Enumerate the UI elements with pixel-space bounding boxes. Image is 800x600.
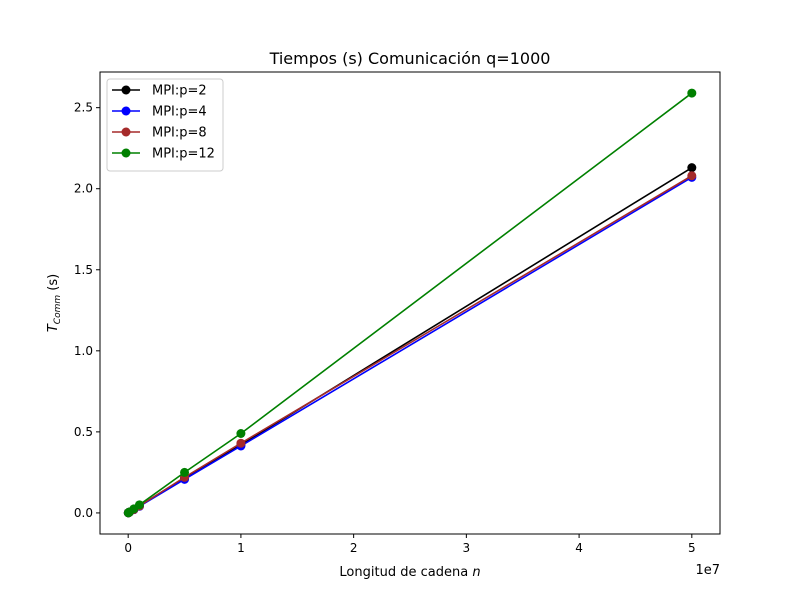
data-point — [134, 500, 144, 510]
legend-marker — [121, 85, 131, 95]
plot-area — [99, 71, 721, 535]
x-axis-offset-label: 1e7 — [695, 563, 720, 578]
legend-item: MPI:p=4 — [112, 105, 207, 120]
axes-frame — [99, 71, 721, 535]
x-axis-label: Longitud de cadena n — [339, 565, 480, 580]
x-tick-label: 3 — [463, 541, 471, 555]
legend-marker — [121, 127, 131, 137]
legend-label: MPI:p=2 — [152, 84, 207, 99]
legend-item: MPI:p=8 — [112, 126, 207, 141]
legend-marker — [121, 106, 131, 116]
x-tick-label: 1 — [237, 541, 245, 555]
x-tick-label: 5 — [688, 541, 696, 555]
y-tick-label: 1.0 — [74, 344, 93, 358]
data-point — [687, 88, 697, 98]
chart-title: Tiempos (s) Comunicación q=1000 — [269, 49, 551, 68]
y-tick-label: 1.5 — [74, 263, 93, 277]
legend-item: MPI:p=12 — [112, 147, 215, 162]
y-tick-label: 0.5 — [74, 425, 93, 439]
legend-marker — [121, 148, 131, 158]
data-point — [236, 438, 246, 448]
legend-box — [106, 78, 224, 172]
y-axis: 0.0 0.5 1.0 1.5 2.0 2.5 — [74, 101, 100, 520]
legend-label: MPI:p=4 — [152, 105, 207, 120]
legend: MPI:p=2 MPI:p=4 MPI:p=8 MPI:p=12 — [106, 78, 224, 172]
x-tick-label: 0 — [124, 541, 132, 555]
legend-label: MPI:p=12 — [152, 147, 215, 162]
series-mpi-p-12 — [123, 88, 697, 518]
data-point — [687, 171, 697, 181]
data-point — [180, 467, 190, 477]
data-point — [687, 163, 697, 173]
x-axis: 0 1 2 3 4 5 — [124, 534, 696, 555]
legend-item: MPI:p=2 — [112, 84, 207, 99]
y-tick-label: 2.5 — [74, 101, 93, 115]
legend-label: MPI:p=8 — [152, 126, 207, 141]
x-tick-label: 4 — [575, 541, 583, 555]
y-tick-label: 0.0 — [74, 506, 93, 520]
y-axis-label: TComm (s) — [46, 274, 63, 332]
data-point — [236, 428, 246, 438]
y-tick-label: 2.0 — [74, 182, 93, 196]
x-tick-label: 2 — [350, 541, 358, 555]
series-group — [123, 88, 697, 518]
